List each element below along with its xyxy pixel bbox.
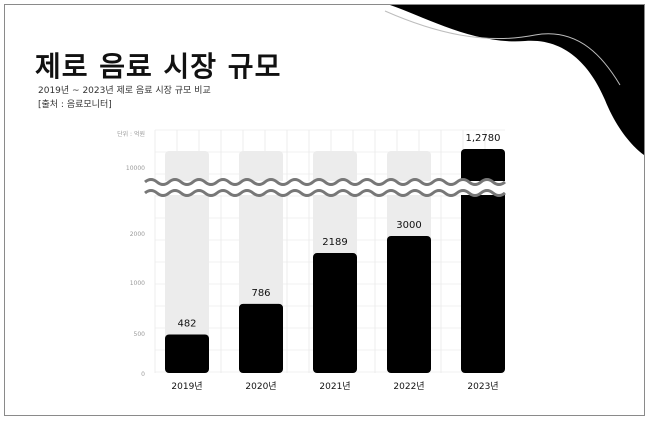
- y-tick-label: 1000: [130, 280, 145, 287]
- decorative-wave-line: [384, 10, 621, 86]
- bar: [387, 236, 431, 373]
- x-tick-label: 2020년: [245, 381, 276, 392]
- x-tick-label: 2021년: [319, 381, 350, 392]
- source-note: [출처 : 음료모니터]: [38, 100, 112, 110]
- bar-value-label: 1,2780: [466, 133, 501, 144]
- bar: [313, 253, 357, 373]
- bar-value-label: 482: [177, 318, 196, 329]
- bar-value-label: 2189: [322, 237, 347, 248]
- bar: [461, 149, 505, 373]
- bar-value-label: 786: [251, 288, 270, 299]
- bar-track: [165, 151, 209, 373]
- y-tick-label: 단위 : 억원: [117, 130, 145, 138]
- bar-chart: 0 500 1000 2000 10000 단위 : 억원 482 2019년 786 2020년…: [117, 5, 644, 392]
- bar-value-label: 3000: [396, 220, 421, 231]
- y-tick-label: 500: [134, 331, 146, 338]
- axis-break-wave: [144, 189, 506, 197]
- y-tick-label: 10000: [126, 165, 145, 172]
- bar: [239, 303, 283, 373]
- y-tick-label: 2000: [130, 231, 145, 238]
- x-tick-label: 2023년: [467, 381, 498, 392]
- bar: [165, 334, 209, 373]
- page-subtitle: 2019년 ~ 2023년 제로 음료 시장 규모 비교: [38, 86, 211, 96]
- x-tick-label: 2022년: [393, 381, 424, 392]
- y-tick-label: 0: [141, 371, 145, 378]
- chart-slide: 제로 음료 시장 규모 2019년 ~ 2023년 제로 음료 시장 규모 비교…: [4, 4, 645, 416]
- page-title: 제로 음료 시장 규모: [35, 50, 282, 83]
- axis-break-wave: [144, 178, 506, 186]
- x-tick-label: 2019년: [171, 381, 202, 392]
